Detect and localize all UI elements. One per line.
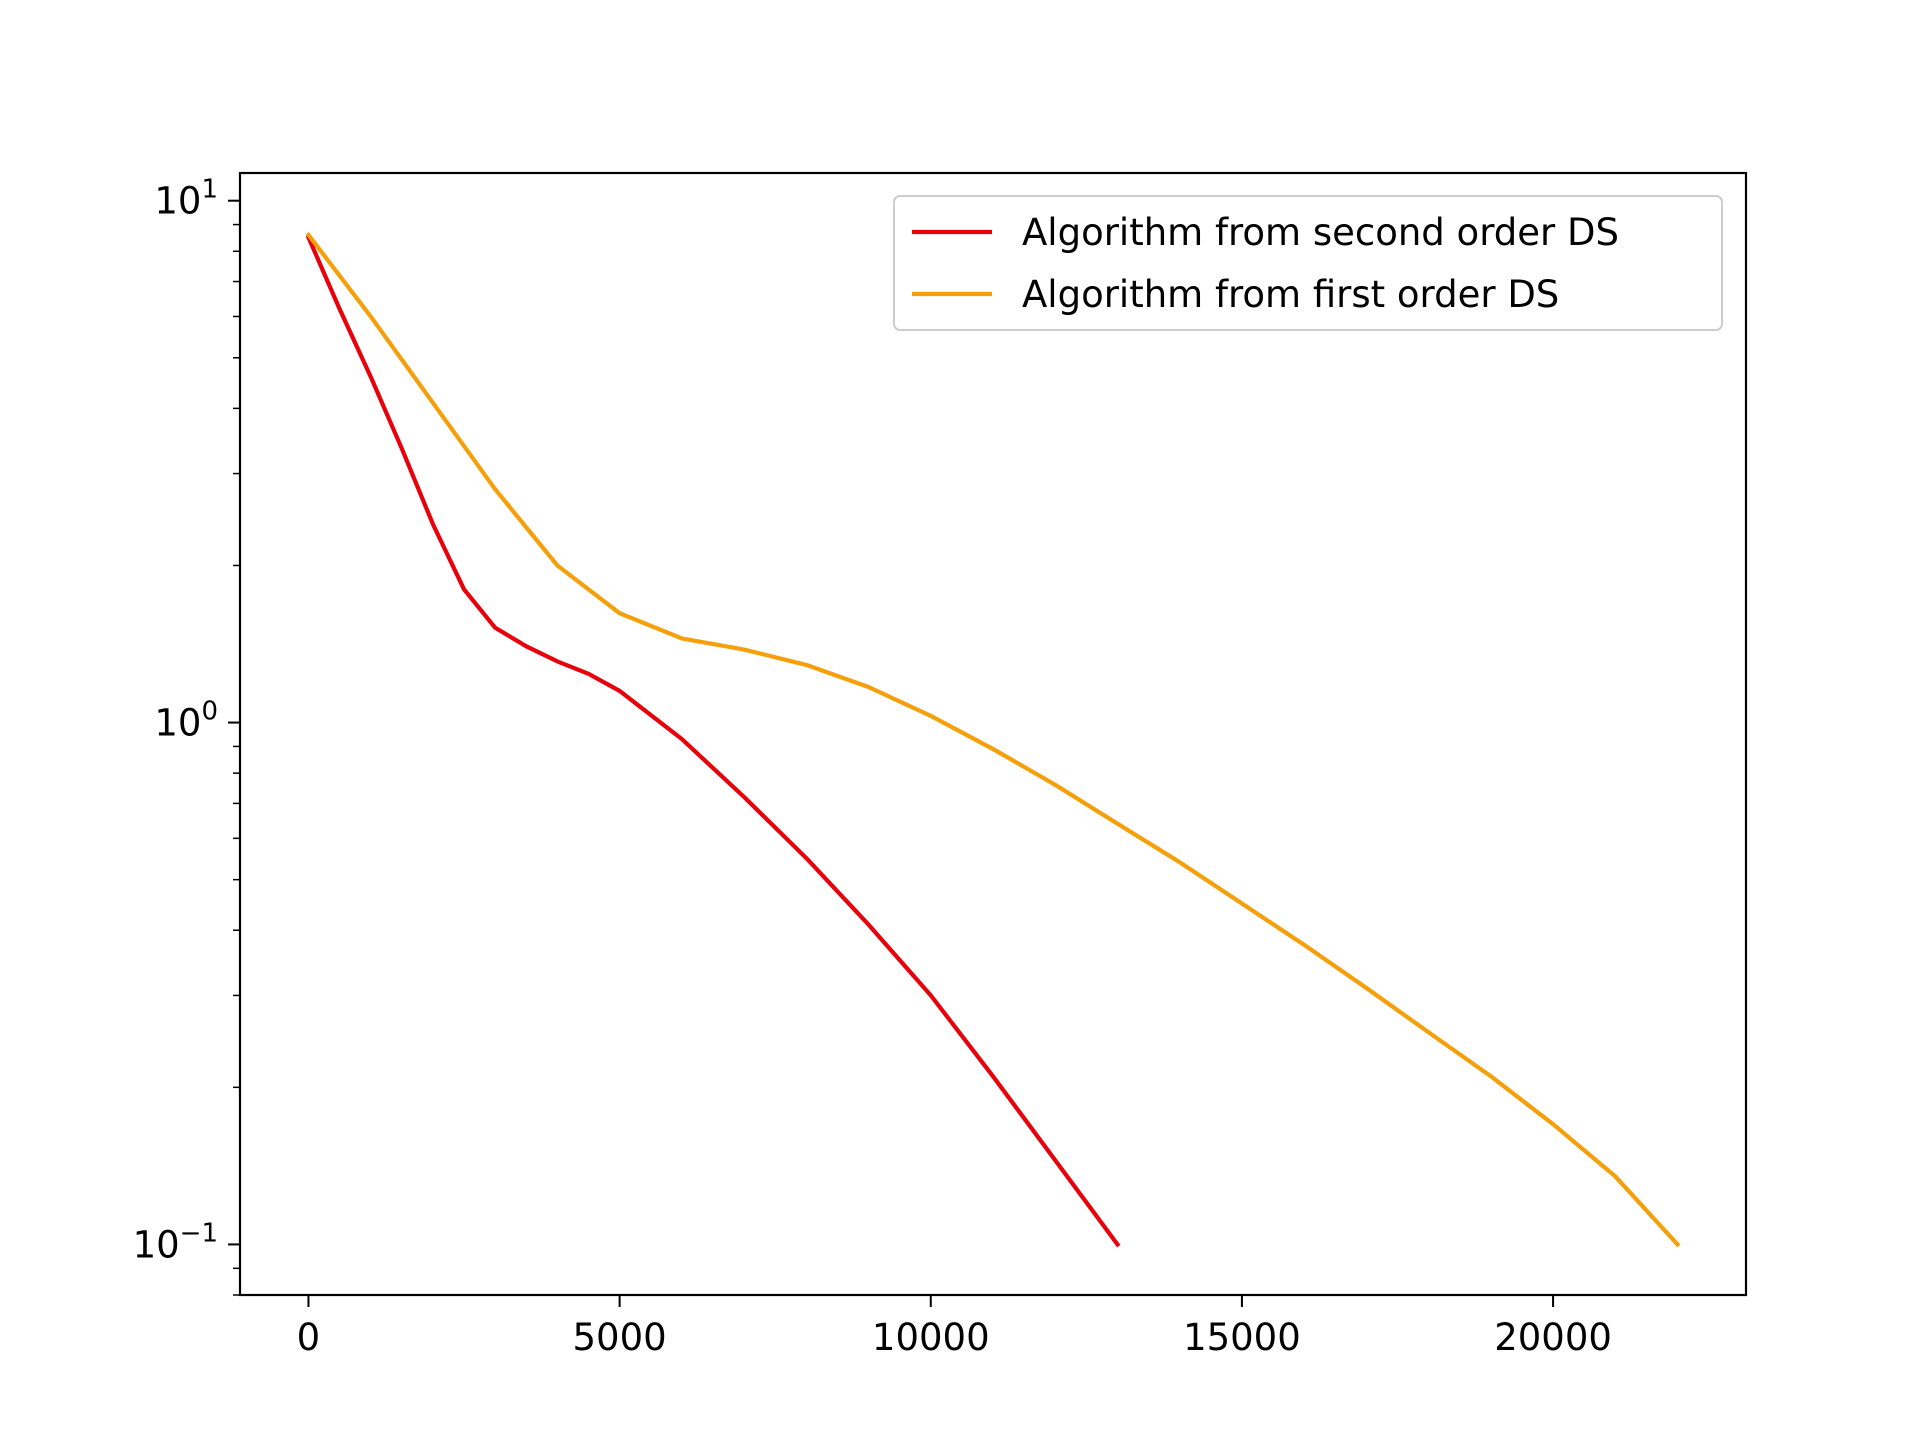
x-tick-label: 15000: [1183, 1316, 1301, 1359]
legend-box: [893, 195, 1723, 331]
x-tick-label: 20000: [1494, 1316, 1612, 1359]
plot-area: [240, 173, 1746, 1295]
legend-label-1: Algorithm from second order DS: [1022, 211, 1619, 254]
legend: Algorithm from second order DS Algorithm …: [893, 195, 1723, 331]
series-line-1: [305, 234, 1121, 1248]
series-line-2: [305, 231, 1681, 1248]
legend-label-2: Algorithm from first order DS: [1022, 273, 1559, 316]
x-tick-label: 0: [297, 1316, 321, 1359]
x-tick-label: 5000: [573, 1316, 667, 1359]
y-axis: 101 100 10−1: [133, 175, 240, 1296]
y-tick-label: 100: [154, 697, 218, 745]
y-tick-label: 10−1: [133, 1218, 218, 1266]
x-axis: 0 5000 10000 15000 20000: [297, 1295, 1612, 1359]
y-tick-label: 101: [154, 175, 218, 223]
plot-frame: [238, 171, 1748, 1297]
x-tick-label: 10000: [872, 1316, 990, 1359]
series-layer: [305, 231, 1681, 1248]
